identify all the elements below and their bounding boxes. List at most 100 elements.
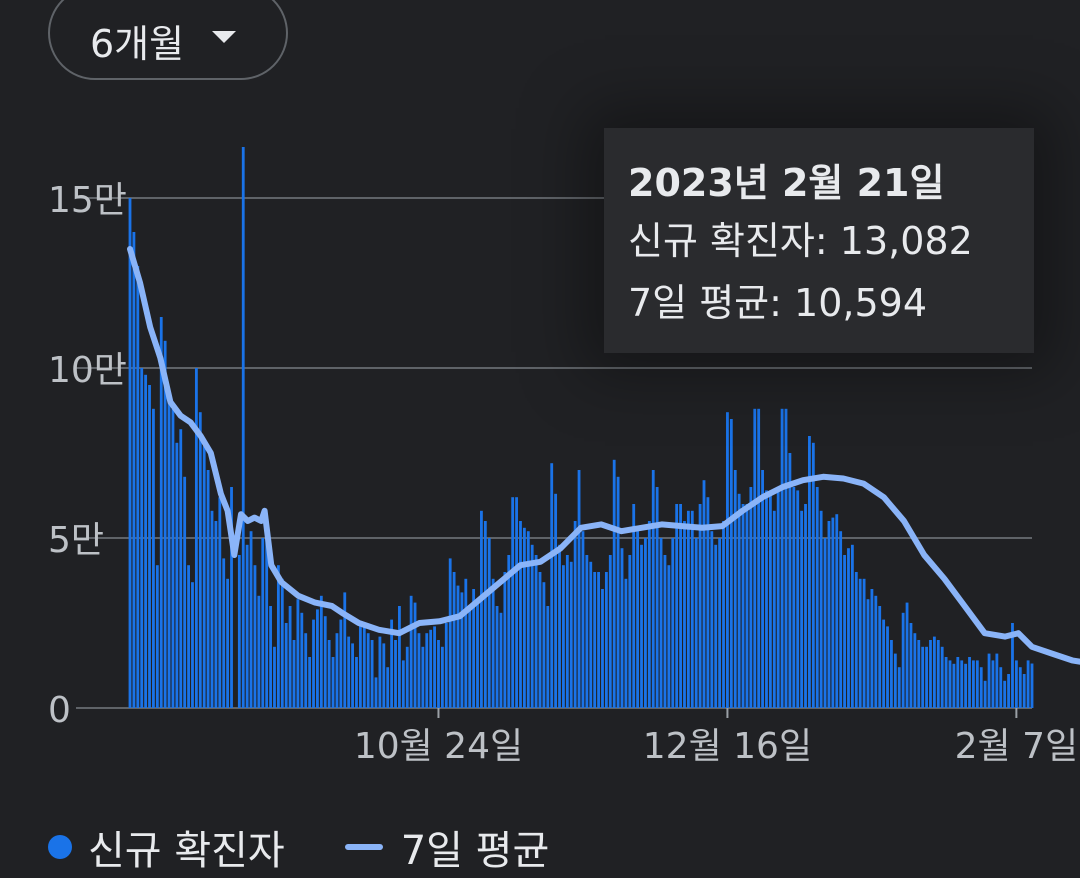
bar [854,572,858,708]
bar [292,640,296,708]
bar [300,612,304,708]
tooltip-average-label: 7일 평균 [628,281,770,325]
y-tick-label: 5만 [48,520,104,561]
bar [499,612,503,708]
bar [210,510,214,708]
bar [155,565,159,708]
bar [237,555,241,708]
bar [448,558,452,708]
bar [308,657,312,708]
bar [870,589,874,708]
bar [319,595,323,708]
bar [480,510,483,708]
bar [503,572,507,708]
bar [823,538,827,708]
bar [862,578,866,708]
bar [811,442,815,708]
bar [948,660,952,708]
bar [968,657,971,708]
legend-bar-swatch [48,835,72,859]
bar [628,555,632,708]
bar [483,521,487,708]
bar [999,667,1003,708]
bar [175,442,179,708]
bar [378,636,382,708]
bar [179,429,183,708]
bar [152,408,155,708]
bar [636,527,640,708]
bar [132,232,136,708]
bar [304,633,308,708]
bar [765,490,768,708]
bar [226,578,230,708]
range-selector-button[interactable]: 6개월 [48,0,288,80]
bar [144,374,148,708]
bar [972,660,975,708]
bar [729,419,733,708]
bar [737,493,741,708]
bar [886,626,889,708]
bar [358,623,362,708]
bar [421,646,425,708]
bar [577,470,581,708]
bar [827,521,831,708]
bar [214,521,218,708]
bar [316,609,319,708]
bar [440,646,444,708]
bar [890,640,893,708]
bar [722,521,725,708]
bar [784,408,788,708]
bar [405,646,409,708]
bar [694,538,698,708]
bar [1011,623,1014,708]
bar [159,317,163,708]
bar [593,572,597,708]
bar [269,606,272,708]
bar [472,589,476,708]
range-selector-label: 6개월 [90,21,185,66]
bar [956,657,960,708]
bar [940,646,944,708]
bar [245,544,249,708]
x-tick-label: 2월 7일 [955,726,1079,767]
bar [464,578,468,708]
bar [952,663,956,708]
bar [776,490,780,708]
bar [343,592,347,708]
bar [366,633,370,708]
bar [515,497,518,708]
bar [347,636,351,708]
bar [690,510,694,708]
bar [550,463,554,708]
bar [780,408,784,708]
bar [749,487,753,708]
bar [218,497,222,708]
bar [804,504,807,708]
x-tick-label: 12월 16일 [643,726,812,767]
bar [526,531,530,708]
bar [1003,680,1007,708]
bar [768,490,772,708]
bar [644,538,647,708]
bar [745,504,749,708]
legend-line-label: 7일 평균 [400,828,550,874]
bar [261,538,265,708]
bar [800,510,804,708]
bar [753,408,757,708]
caret-down-icon [212,31,237,43]
bar [140,368,144,708]
bar [905,602,909,708]
bar [686,510,690,708]
bar [901,612,905,708]
bar [163,340,167,708]
bar [929,640,932,708]
bar [647,521,651,708]
bar [612,459,616,708]
bar [839,531,843,708]
bar [253,565,257,708]
bar [1026,660,1030,708]
bar [843,555,846,708]
bar [589,561,593,708]
bar [249,531,253,708]
